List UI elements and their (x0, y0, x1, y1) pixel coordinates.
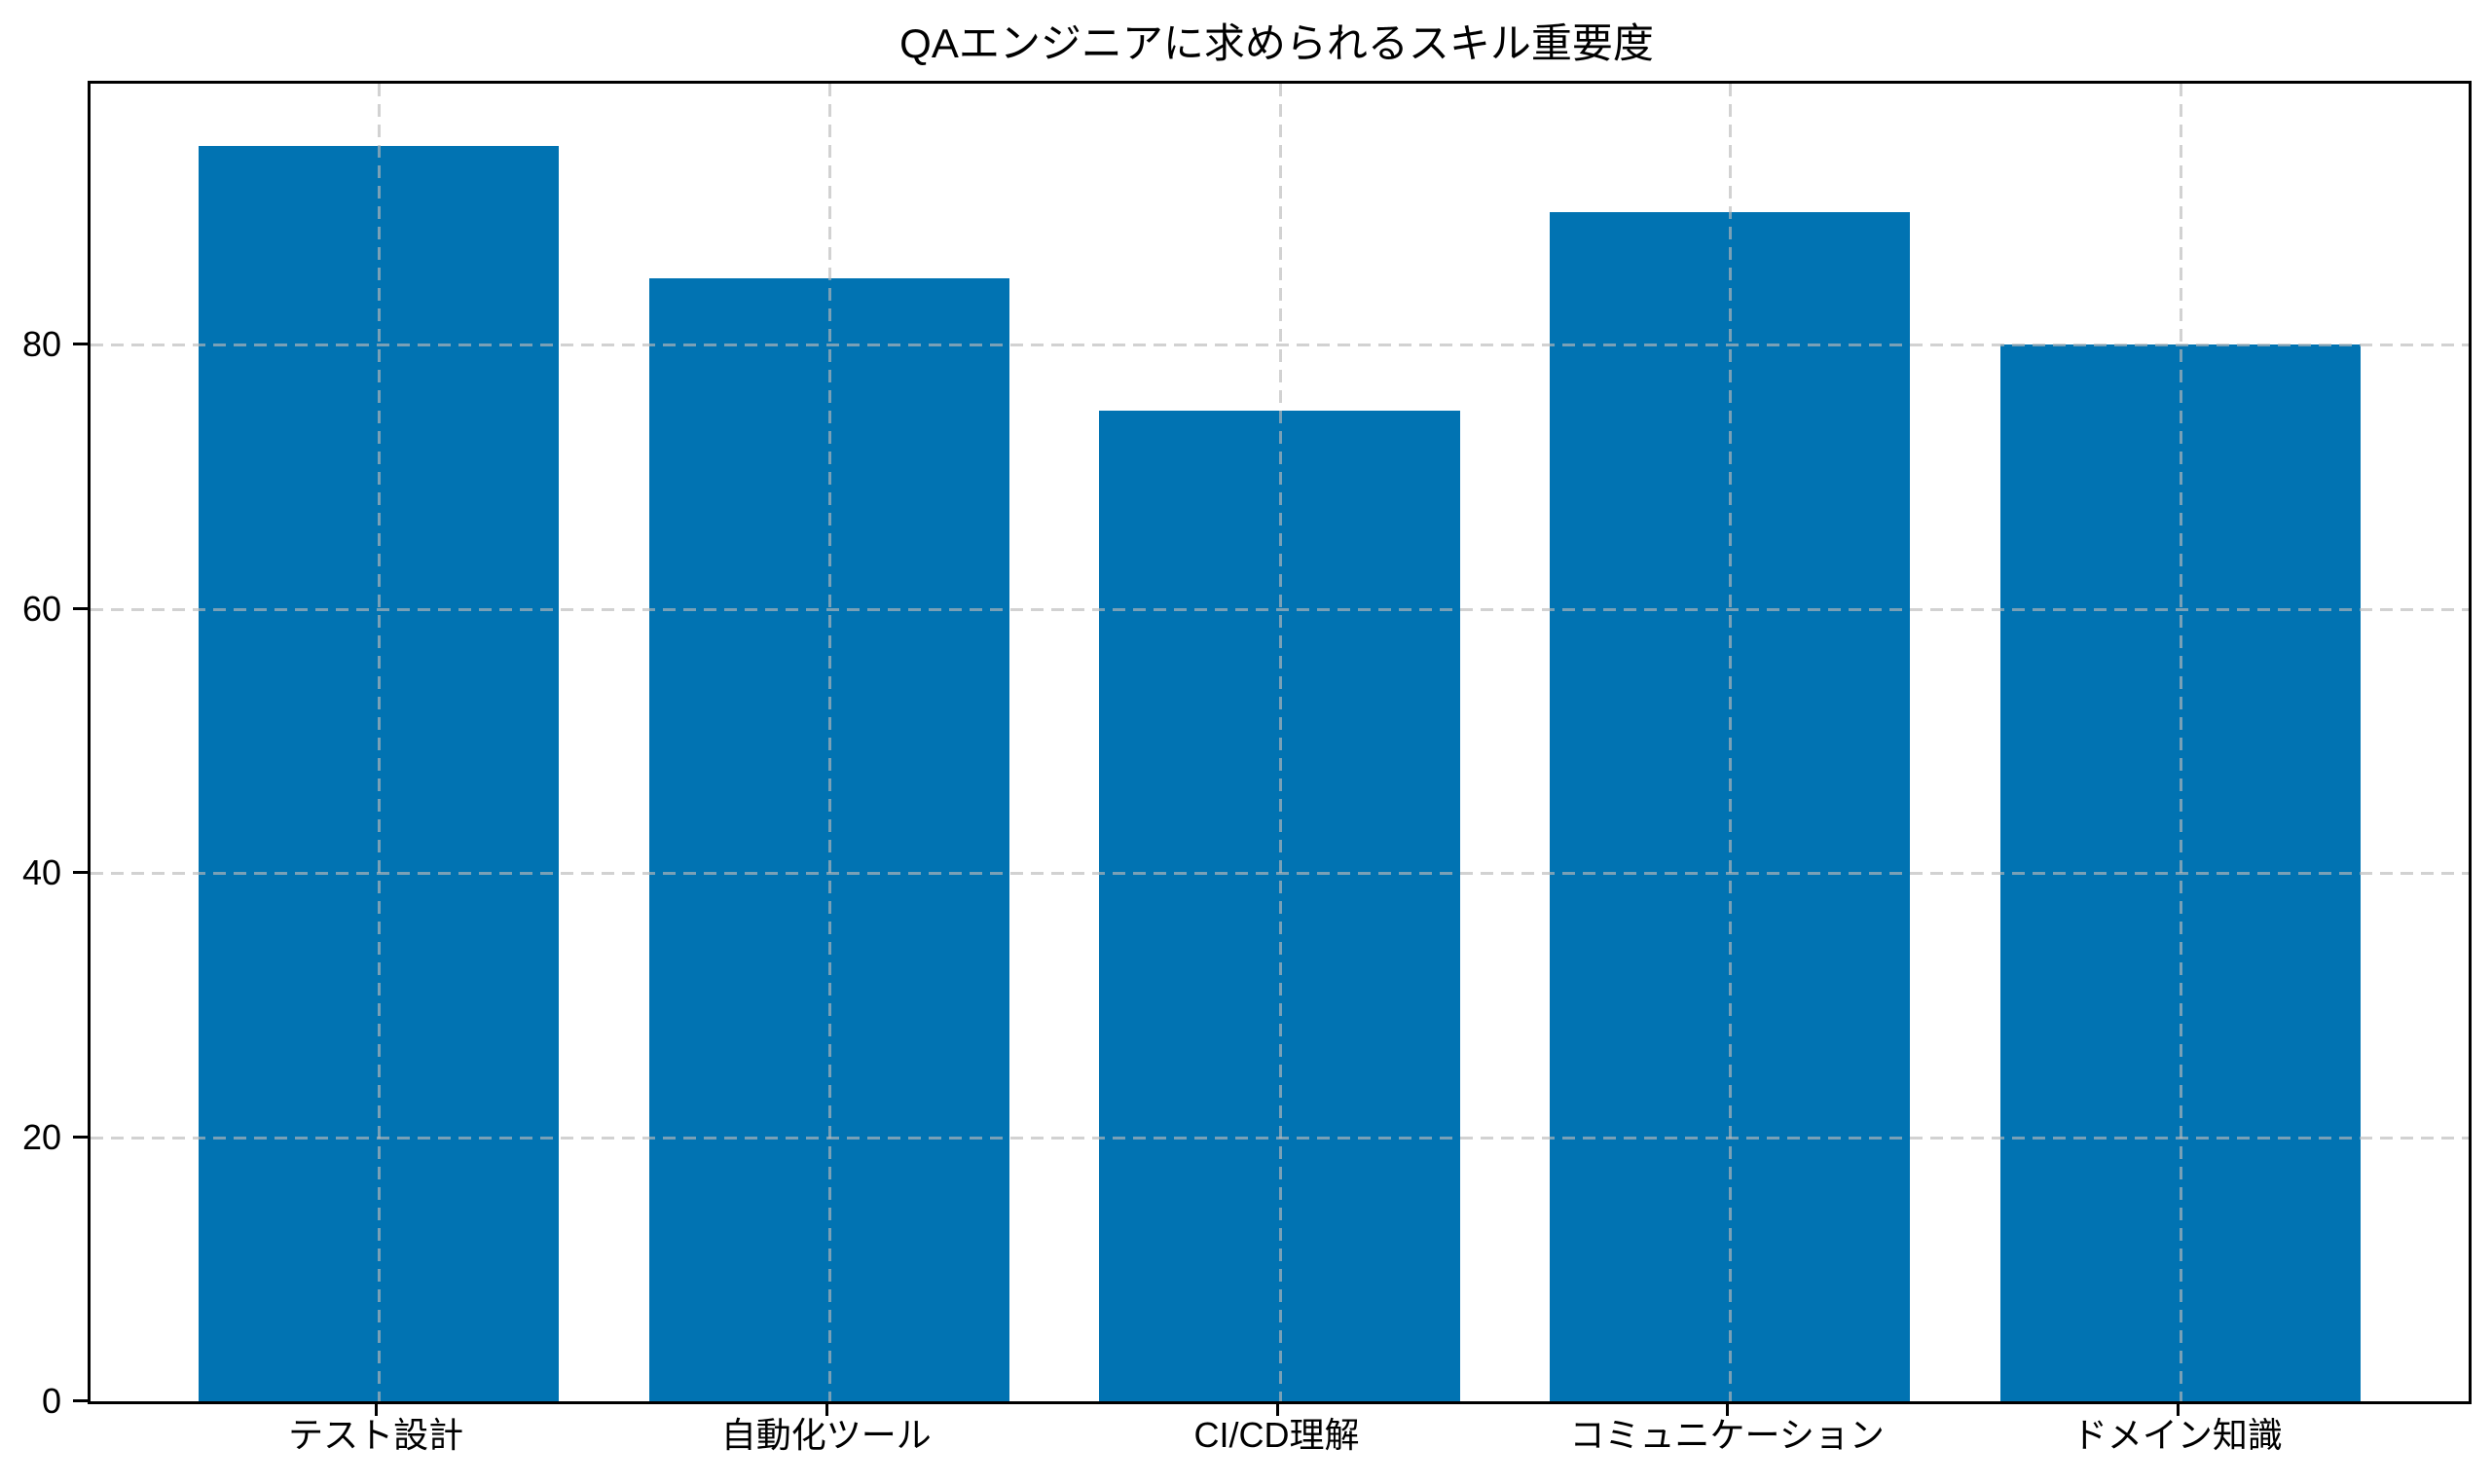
x-tick-mark (2176, 1401, 2180, 1416)
x-tick-mark (1275, 1401, 1279, 1416)
gridline-vertical (2179, 84, 2182, 1401)
x-tick-mark (375, 1401, 379, 1416)
y-tick-label: 60 (21, 588, 61, 629)
x-tick-label-0: テスト設計 (288, 1415, 464, 1455)
y-tick-mark (73, 606, 88, 610)
y-tick-label: 0 (41, 1381, 61, 1421)
chart-title: QAエンジニアに求められるスキル重要度 (899, 20, 1654, 66)
x-tick-mark (1726, 1401, 1730, 1416)
gridline-vertical (827, 84, 831, 1401)
y-tick-label: 20 (21, 1116, 61, 1157)
x-tick-label-1: 自動化ツール (720, 1415, 932, 1455)
gridline-vertical (378, 84, 382, 1401)
x-tick-mark (825, 1401, 828, 1416)
plot-area (88, 81, 2472, 1404)
y-tick-mark (73, 1399, 88, 1402)
y-tick-mark (73, 1135, 88, 1139)
x-tick-label-3: コミュニケーション (1569, 1415, 1885, 1455)
y-tick-label: 80 (21, 324, 61, 365)
x-tick-label-2: CI/CD理解 (1193, 1415, 1360, 1455)
y-tick-mark (73, 343, 88, 346)
gridline-vertical (1729, 84, 1733, 1401)
gridline-vertical (1278, 84, 1282, 1401)
y-tick-label: 40 (21, 852, 61, 893)
x-tick-label-4: ドメイン知識 (2071, 1415, 2283, 1455)
y-tick-mark (73, 871, 88, 875)
